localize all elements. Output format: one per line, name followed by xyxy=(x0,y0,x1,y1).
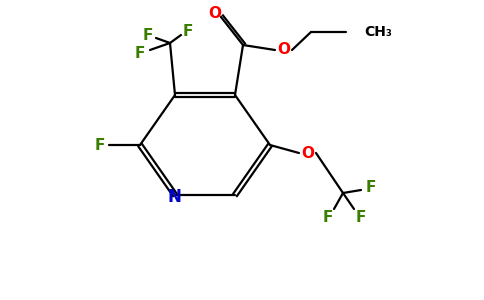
Text: N: N xyxy=(167,188,181,206)
Text: O: O xyxy=(277,43,290,58)
Text: CH₃: CH₃ xyxy=(364,25,392,39)
Text: F: F xyxy=(366,181,376,196)
Text: F: F xyxy=(95,137,105,152)
Text: O: O xyxy=(209,7,222,22)
Text: F: F xyxy=(143,28,153,43)
Text: F: F xyxy=(183,23,193,38)
Text: F: F xyxy=(135,46,145,61)
Text: F: F xyxy=(323,211,333,226)
Text: O: O xyxy=(302,146,315,160)
Text: F: F xyxy=(356,211,366,226)
